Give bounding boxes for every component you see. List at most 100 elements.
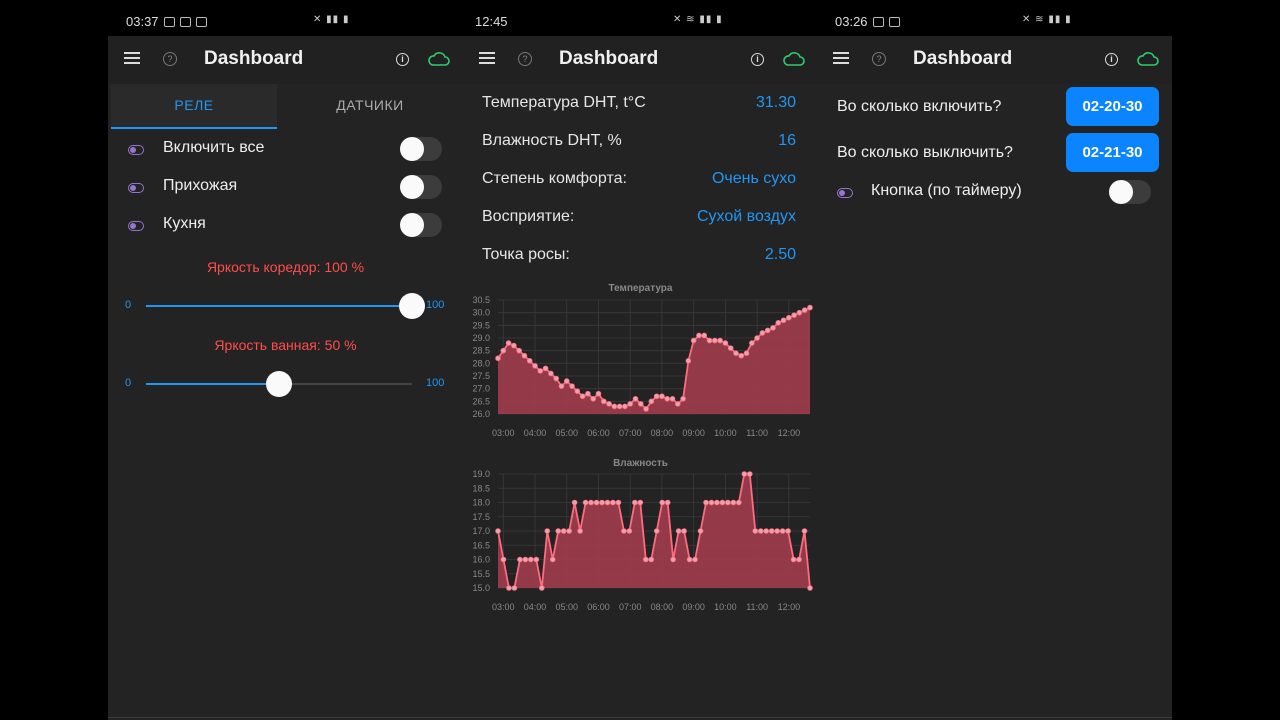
- data-point: [553, 375, 559, 382]
- page-title: Dashboard: [913, 48, 1013, 69]
- relay-row-hall: Прихожая: [108, 170, 463, 208]
- data-point: [571, 499, 578, 506]
- data-point: [697, 528, 704, 534]
- slider-min: 0: [125, 299, 132, 311]
- data-point: [560, 528, 567, 534]
- help-icon[interactable]: ?: [518, 52, 532, 66]
- y-tick-label: 30.0: [472, 308, 490, 318]
- y-tick-label: 18.5: [472, 483, 490, 493]
- cloud-icon[interactable]: [1137, 52, 1159, 66]
- data-point: [670, 556, 676, 563]
- data-point: [538, 585, 545, 591]
- data-point: [511, 342, 517, 349]
- tab-sensors[interactable]: ДАТЧИКИ: [336, 97, 404, 113]
- data-point: [775, 319, 782, 326]
- data-point: [703, 499, 709, 506]
- time-on-button[interactable]: 02-20-30: [1066, 87, 1159, 126]
- data-point: [653, 528, 660, 534]
- x-tick-label: 06:00: [587, 428, 610, 438]
- menu-icon[interactable]: [124, 52, 140, 64]
- y-tick-label: 28.0: [472, 358, 490, 368]
- relay-switch[interactable]: [400, 213, 442, 237]
- relay-switch[interactable]: [400, 137, 442, 161]
- slider-thumb[interactable]: [399, 293, 425, 319]
- data-point: [746, 471, 753, 477]
- cloud-icon[interactable]: [428, 52, 450, 66]
- x-tick-label: 04:00: [524, 428, 547, 438]
- data-point: [722, 340, 729, 346]
- app-bar: ? Dashboard i: [463, 36, 818, 84]
- y-tick-label: 27.5: [472, 371, 490, 381]
- data-point: [743, 350, 750, 356]
- temperature-chart: 26.0 26.5 27.0 27.5 28.0 28.5 29.0 29.5 30.0 30.5…: [472, 296, 813, 438]
- page-title: Dashboard: [559, 48, 659, 69]
- data-point: [774, 528, 780, 534]
- brightness-slider-bath[interactable]: 0 100: [108, 369, 463, 399]
- data-point: [521, 352, 528, 359]
- divider: [463, 717, 818, 718]
- data-point: [585, 390, 591, 397]
- cloud-icon[interactable]: [783, 52, 805, 66]
- data-point: [801, 307, 808, 313]
- x-tick-label: 09:00: [682, 428, 705, 438]
- data-point: [563, 378, 570, 384]
- data-point: [611, 403, 618, 410]
- data-point: [590, 396, 596, 402]
- toggle-icon: [837, 188, 853, 198]
- sensor-row-humidity: Влажность DHT, % 16: [463, 132, 818, 162]
- tab-relay[interactable]: РЕЛЕ: [111, 84, 277, 129]
- timer-switch[interactable]: [1109, 180, 1151, 204]
- chart-title-temperature: Температура: [608, 283, 673, 294]
- sensor-row-comfort: Степень комфорта: Очень сухо: [463, 170, 818, 200]
- y-tick-label: 18.0: [472, 498, 490, 508]
- data-point: [763, 528, 770, 534]
- data-point: [577, 528, 583, 534]
- data-point: [736, 499, 742, 506]
- time-off-button[interactable]: 02-21-30: [1066, 133, 1159, 172]
- data-point: [696, 332, 702, 339]
- help-icon[interactable]: ?: [163, 52, 177, 66]
- data-point: [669, 396, 676, 402]
- data-point: [533, 556, 540, 563]
- y-tick-label: 15.0: [472, 583, 490, 593]
- timer-screen: Во сколько включить? 02-20-30 Во сколько…: [817, 84, 1172, 720]
- info-icon[interactable]: i: [751, 53, 764, 66]
- y-tick-label: 17.5: [472, 512, 490, 522]
- data-point: [768, 528, 775, 534]
- data-point: [690, 337, 697, 344]
- x-tick-label: 10:00: [714, 602, 737, 612]
- status-time: 12:45: [475, 14, 508, 29]
- relay-label: Включить все: [163, 139, 265, 156]
- laptop-icon: [888, 16, 900, 27]
- brightness-slider-corridor[interactable]: 0 100: [108, 291, 463, 321]
- y-tick-label: 16.0: [472, 555, 490, 565]
- data-point: [616, 403, 623, 410]
- info-icon[interactable]: i: [396, 53, 409, 66]
- relay-switch[interactable]: [400, 175, 442, 199]
- youtube-icon: [163, 16, 175, 27]
- data-point: [801, 528, 808, 534]
- data-point: [653, 393, 660, 400]
- data-point: [717, 337, 723, 344]
- info-icon[interactable]: i: [1105, 53, 1118, 66]
- relay-label: Прихожая: [163, 177, 238, 194]
- data-point: [495, 355, 501, 362]
- sensor-row-perception: Восприятие: Сухой воздух: [463, 208, 818, 238]
- help-icon[interactable]: ?: [872, 52, 886, 66]
- app-bar: ? Dashboard i: [108, 36, 463, 84]
- x-tick-label: 10:00: [714, 428, 737, 438]
- slider-thumb[interactable]: [266, 371, 292, 397]
- data-point: [770, 325, 776, 331]
- data-point: [807, 585, 813, 591]
- data-point: [516, 347, 522, 354]
- data-point: [681, 528, 687, 534]
- y-tick-label: 15.5: [472, 569, 490, 579]
- sensor-value: 2.50: [764, 246, 796, 263]
- data-point: [752, 528, 759, 534]
- data-point: [701, 332, 708, 339]
- data-point: [528, 556, 534, 563]
- tab-bar: РЕЛЕ ДАТЧИКИ: [108, 84, 463, 129]
- menu-icon[interactable]: [479, 52, 495, 64]
- menu-icon[interactable]: [833, 52, 849, 64]
- chart-title-humidity: Влажность: [613, 458, 668, 469]
